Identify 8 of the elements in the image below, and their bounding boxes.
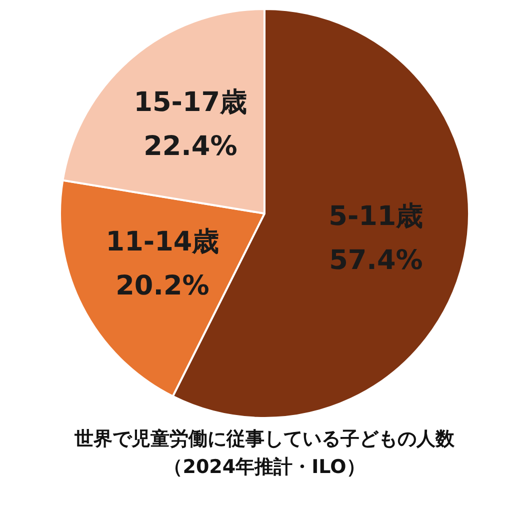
text: 世界で児童労働に従事している子どもの人数 <box>74 427 456 452</box>
slice-label: 5-11歳 <box>328 200 424 232</box>
data-label: 20.2% <box>116 270 210 302</box>
data-label: 57.4% <box>329 244 423 276</box>
data-label: 22.4% <box>144 131 238 162</box>
slice-label: 11-14歳 <box>106 226 220 258</box>
slice-label: 15-17歳 <box>134 87 248 118</box>
text: （2024年推計・ILO） <box>162 455 366 480</box>
